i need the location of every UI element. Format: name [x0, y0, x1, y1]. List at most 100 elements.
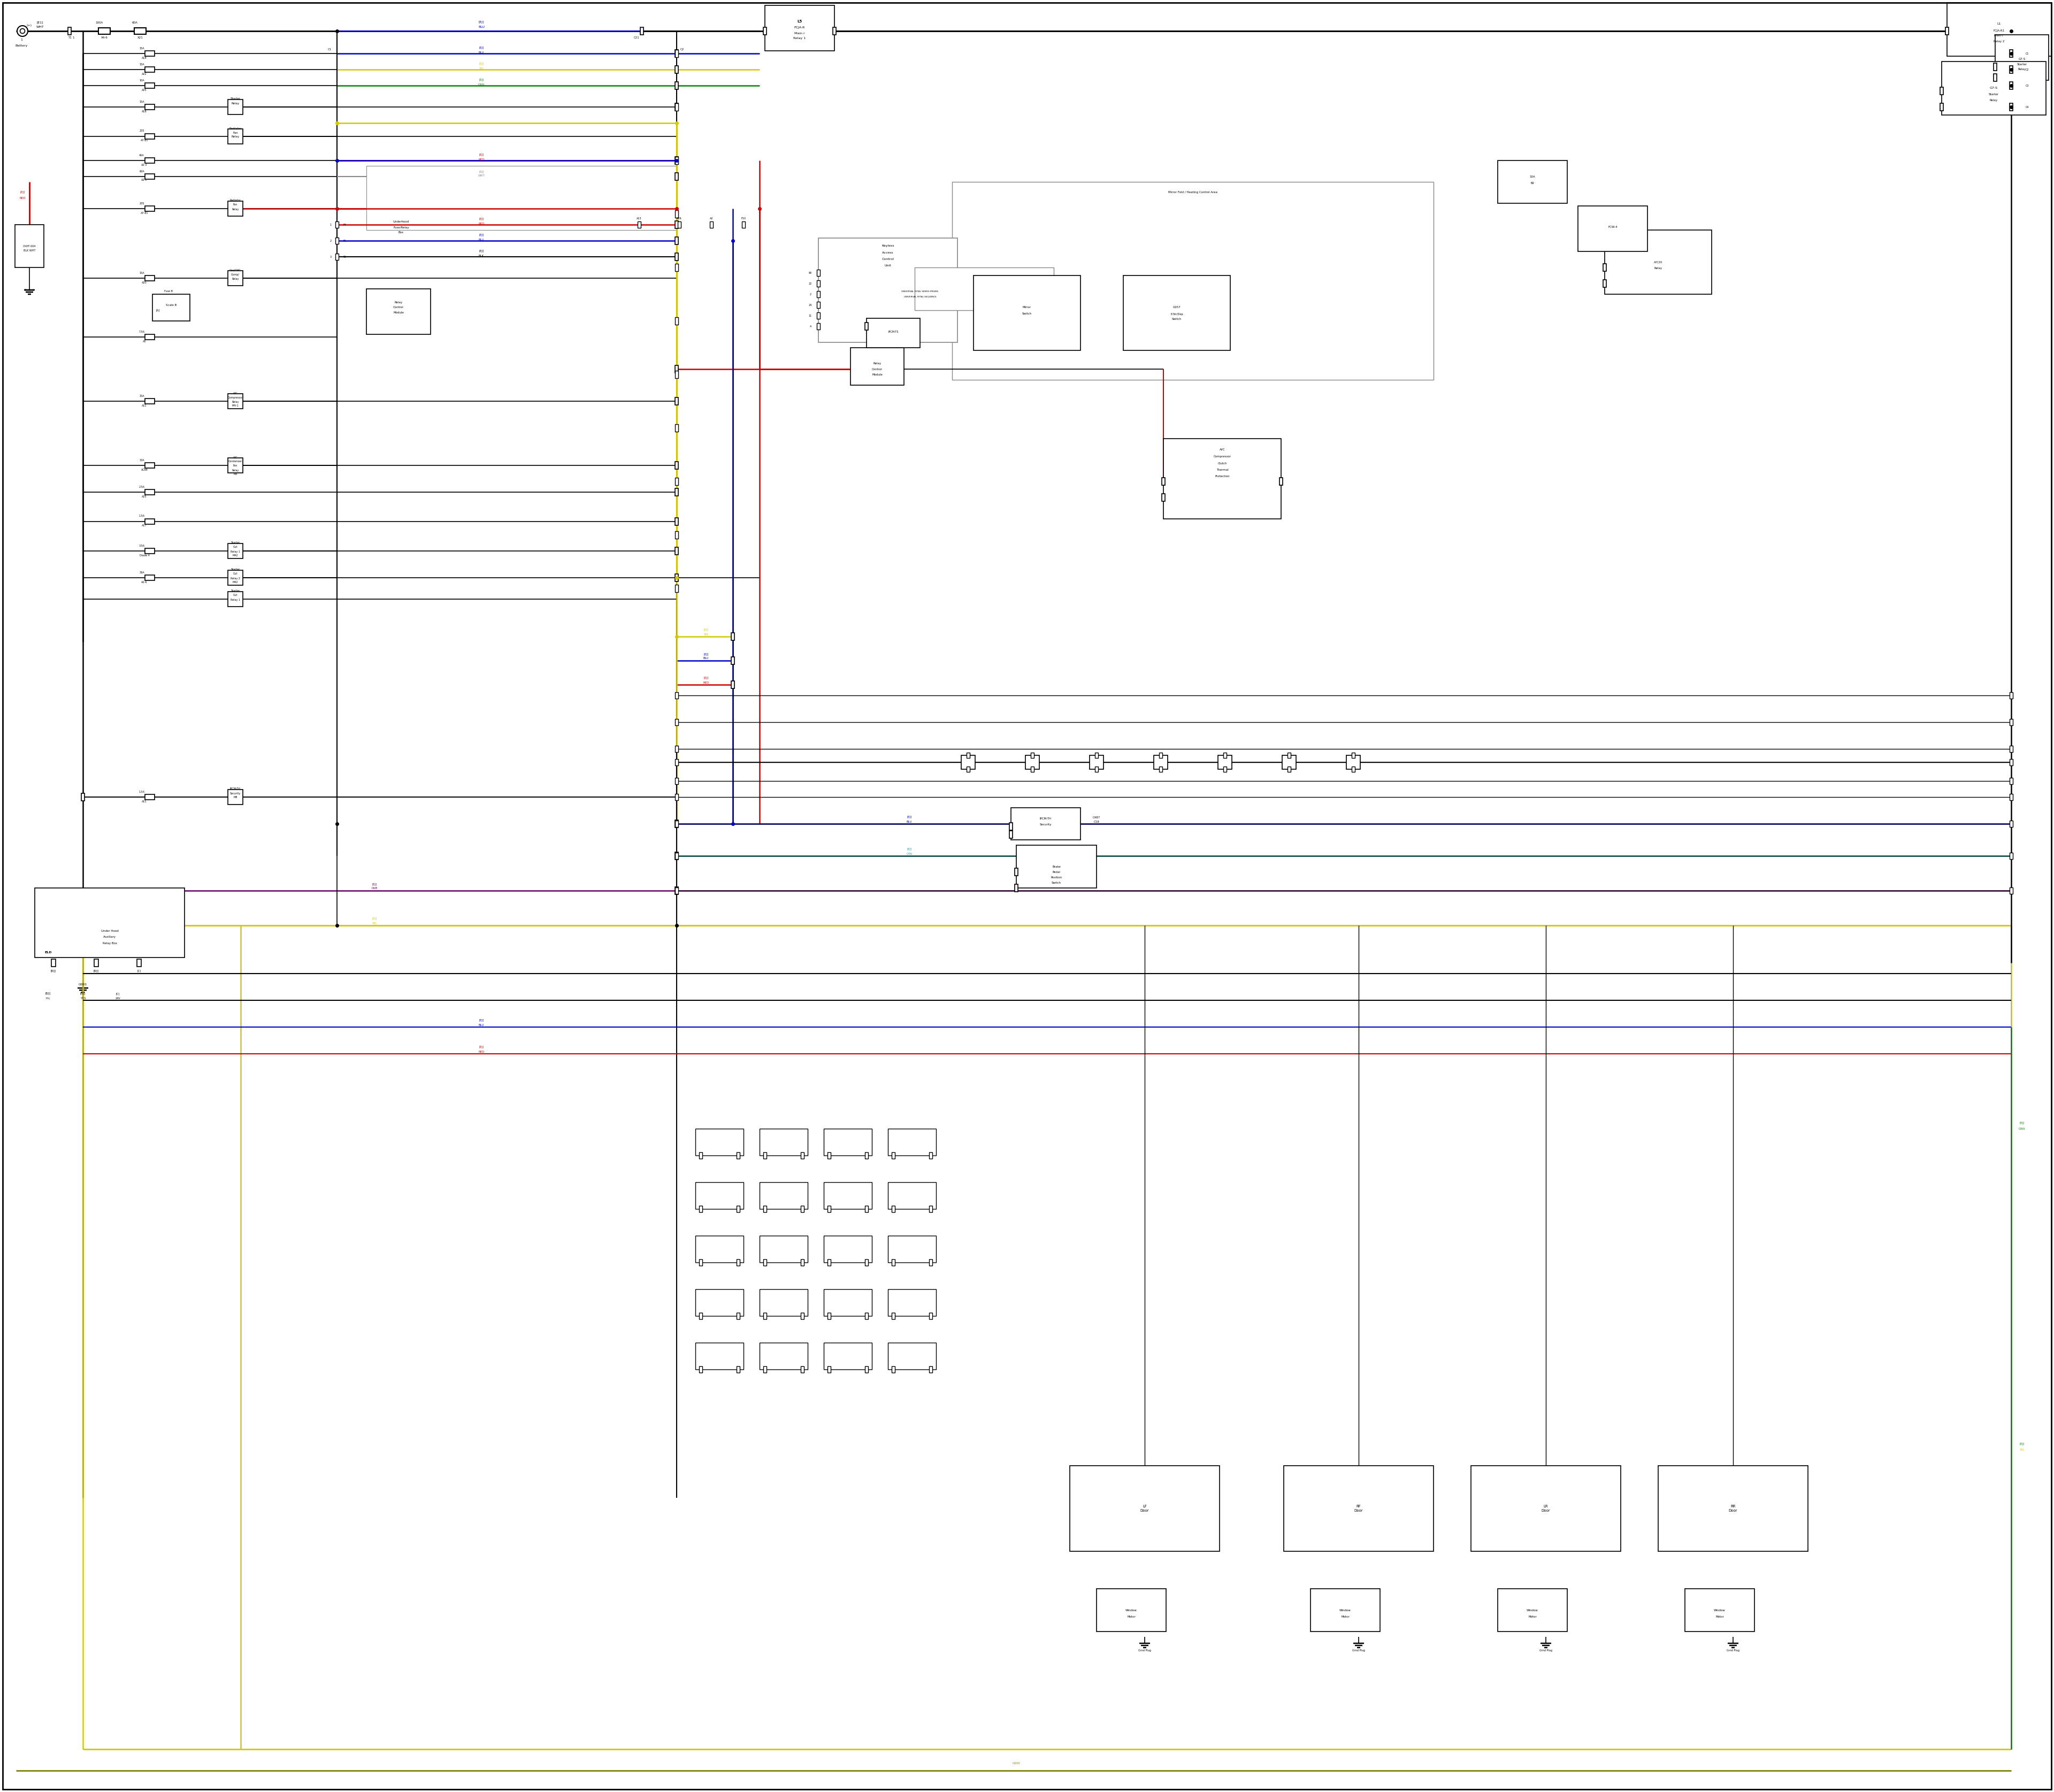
Bar: [335, 253, 339, 260]
Text: [B/J]: [B/J]: [94, 969, 99, 973]
Bar: [676, 263, 678, 271]
Bar: [711, 222, 713, 228]
Text: A20: A20: [142, 281, 148, 283]
Bar: [698, 1206, 702, 1211]
Text: Radiator: Radiator: [230, 199, 240, 202]
Bar: [1282, 754, 1296, 769]
Bar: [698, 1366, 702, 1373]
Text: Scale B: Scale B: [166, 303, 177, 306]
Text: Security: Security: [1039, 824, 1052, 826]
Text: C18: C18: [1093, 821, 1099, 823]
Text: M42: M42: [232, 554, 238, 557]
Bar: [1352, 767, 1356, 772]
Bar: [737, 1206, 739, 1211]
Text: [B/J]: [B/J]: [51, 969, 55, 973]
Bar: [676, 584, 678, 591]
Bar: [817, 290, 820, 297]
Bar: [961, 754, 976, 769]
Bar: [2009, 66, 2013, 73]
Bar: [228, 271, 242, 285]
Text: IPCM-TH: IPCM-TH: [230, 788, 240, 790]
Text: [EJ]: [EJ]: [479, 47, 485, 50]
Text: Thermal: Thermal: [1216, 468, 1228, 471]
Text: C2: C2: [2025, 68, 2029, 72]
Bar: [867, 319, 920, 348]
Bar: [928, 1366, 933, 1373]
Text: Starter: Starter: [230, 568, 240, 572]
Text: Motor: Motor: [1128, 1615, 1136, 1618]
Bar: [676, 547, 678, 556]
Bar: [1471, 1466, 1621, 1552]
Text: Diode 4: Diode 4: [140, 554, 150, 557]
Text: L5: L5: [797, 20, 803, 23]
Bar: [737, 1314, 739, 1319]
Text: Battery: Battery: [14, 45, 27, 47]
Bar: [698, 1152, 702, 1159]
Text: LR
Door: LR Door: [1540, 1505, 1551, 1512]
Bar: [1011, 808, 1080, 840]
Text: BLK WHT: BLK WHT: [23, 249, 35, 251]
Bar: [891, 1314, 896, 1319]
Bar: [1288, 753, 1290, 758]
Text: Position: Position: [1052, 876, 1062, 878]
Text: Window: Window: [1713, 1609, 1725, 1611]
Bar: [1602, 280, 1606, 287]
Bar: [1224, 767, 1226, 772]
Text: 15A: 15A: [140, 100, 144, 102]
Text: Relay 1: Relay 1: [230, 599, 240, 600]
Text: 30A: 30A: [140, 459, 144, 461]
Text: YEL: YEL: [479, 66, 485, 70]
Bar: [865, 1260, 869, 1265]
Bar: [2009, 853, 2013, 858]
Bar: [1994, 63, 1996, 70]
Text: A18: A18: [142, 109, 148, 113]
Bar: [824, 1129, 871, 1156]
Bar: [146, 398, 154, 403]
Text: Relay 2: Relay 2: [230, 577, 240, 579]
Bar: [228, 394, 242, 409]
Text: Switch: Switch: [1023, 312, 1031, 315]
Bar: [146, 489, 154, 495]
Text: Protection: Protection: [1214, 475, 1230, 477]
Bar: [1163, 439, 1282, 520]
Bar: [228, 201, 242, 217]
Text: Starter: Starter: [230, 97, 240, 100]
Circle shape: [16, 25, 29, 36]
Text: Clutch: Clutch: [1218, 462, 1226, 464]
Bar: [1658, 1466, 1808, 1552]
Bar: [1224, 753, 1226, 758]
Text: [E1]: [E1]: [37, 22, 43, 23]
Bar: [698, 1314, 702, 1319]
Bar: [1154, 754, 1167, 769]
Bar: [146, 335, 154, 340]
Text: Relay: Relay: [232, 102, 240, 104]
Text: MH-1: MH-1: [232, 405, 238, 407]
Bar: [1497, 161, 1567, 202]
Bar: [1031, 753, 1033, 758]
Text: A11: A11: [142, 799, 148, 803]
Text: Relay: Relay: [1653, 267, 1662, 271]
Text: 15A: 15A: [140, 63, 144, 66]
Bar: [676, 719, 678, 726]
Bar: [1015, 883, 1019, 892]
Text: Fan: Fan: [232, 464, 238, 468]
Text: Underhood: Underhood: [392, 220, 409, 224]
Bar: [641, 27, 643, 34]
Text: 3.5A: 3.5A: [140, 545, 144, 547]
Text: C21: C21: [633, 36, 639, 39]
Text: BLU: BLU: [479, 1023, 485, 1027]
Bar: [138, 959, 142, 966]
Text: 22: 22: [809, 281, 811, 285]
Bar: [760, 1183, 807, 1210]
Bar: [676, 778, 678, 785]
Bar: [824, 1288, 871, 1315]
Text: GRN: GRN: [479, 82, 485, 86]
Text: Motor: Motor: [1528, 1615, 1536, 1618]
Bar: [146, 158, 154, 163]
Text: Compressor: Compressor: [1214, 455, 1230, 459]
Bar: [676, 573, 678, 581]
Bar: [676, 821, 678, 826]
Bar: [676, 371, 678, 378]
Bar: [676, 82, 678, 90]
Bar: [696, 1288, 744, 1315]
